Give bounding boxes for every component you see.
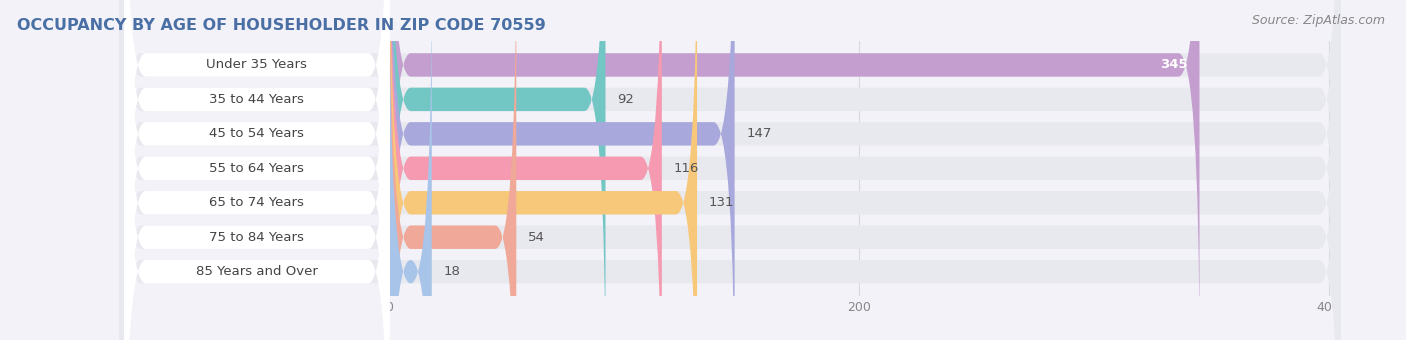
FancyBboxPatch shape [389,0,1199,340]
FancyBboxPatch shape [120,0,1340,340]
Text: Source: ZipAtlas.com: Source: ZipAtlas.com [1251,14,1385,27]
Text: 55 to 64 Years: 55 to 64 Years [209,162,304,175]
FancyBboxPatch shape [124,0,389,340]
FancyBboxPatch shape [124,0,389,340]
FancyBboxPatch shape [124,0,389,340]
Text: 92: 92 [617,93,634,106]
FancyBboxPatch shape [120,0,1340,340]
FancyBboxPatch shape [389,0,734,340]
Text: 147: 147 [747,128,772,140]
FancyBboxPatch shape [389,0,516,340]
Text: 35 to 44 Years: 35 to 44 Years [209,93,304,106]
Text: 45 to 54 Years: 45 to 54 Years [209,128,304,140]
Text: 85 Years and Over: 85 Years and Over [195,265,318,278]
Text: 65 to 74 Years: 65 to 74 Years [209,196,304,209]
FancyBboxPatch shape [124,0,389,340]
Text: 75 to 84 Years: 75 to 84 Years [209,231,304,244]
Text: Under 35 Years: Under 35 Years [207,58,308,71]
FancyBboxPatch shape [120,0,1340,340]
FancyBboxPatch shape [124,0,389,340]
Text: 131: 131 [709,196,734,209]
Text: 54: 54 [529,231,546,244]
FancyBboxPatch shape [120,0,1340,340]
FancyBboxPatch shape [389,0,697,340]
FancyBboxPatch shape [389,0,662,340]
Text: 116: 116 [673,162,699,175]
FancyBboxPatch shape [120,0,1340,340]
FancyBboxPatch shape [389,0,432,340]
FancyBboxPatch shape [389,0,606,340]
FancyBboxPatch shape [124,0,389,340]
FancyBboxPatch shape [120,0,1340,340]
Text: OCCUPANCY BY AGE OF HOUSEHOLDER IN ZIP CODE 70559: OCCUPANCY BY AGE OF HOUSEHOLDER IN ZIP C… [17,18,546,33]
FancyBboxPatch shape [124,0,389,340]
Text: 18: 18 [443,265,460,278]
Text: 345: 345 [1160,58,1188,71]
FancyBboxPatch shape [120,0,1340,340]
